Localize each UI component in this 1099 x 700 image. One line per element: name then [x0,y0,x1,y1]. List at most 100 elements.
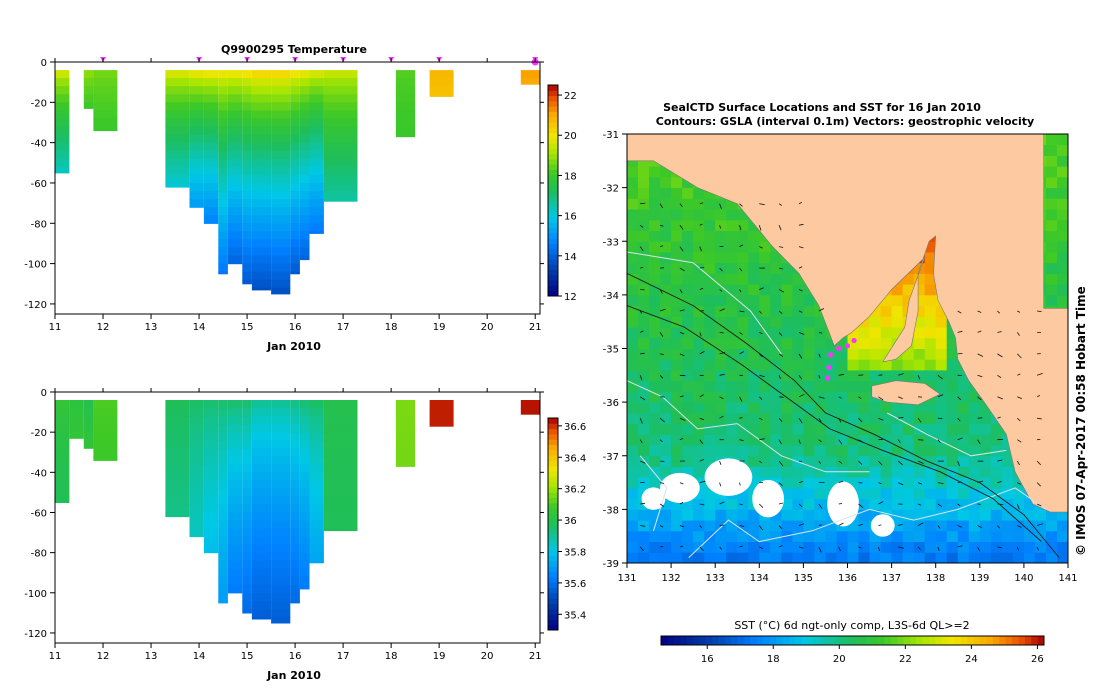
velocity-vector [818,546,822,553]
velocity-vector [1036,394,1041,398]
gsla-contour [626,251,782,355]
velocity-vector [1017,373,1021,376]
sst-cell [880,530,893,542]
colorbar-segment [548,614,558,620]
profile-cell [299,70,310,79]
colorbar-tick-label: 20 [564,131,577,142]
sst-colorbar-segment [731,636,739,645]
sst-cell [649,316,661,328]
sst-cell [979,541,992,553]
sst-cell [682,294,694,307]
profile-cell [218,110,228,120]
sst-cell [825,369,837,382]
velocity-vector [699,202,704,205]
sst-cell [858,391,870,403]
profile-cell [242,432,252,441]
sst-cell [792,380,804,392]
sst-cell [979,423,992,435]
profile-cell [227,560,243,570]
velocity-vector [997,503,1004,505]
sst-cell [627,294,639,307]
sst-cell [781,337,793,349]
sst-cell [649,466,661,478]
sst-cell [682,391,694,403]
profile-cell [323,440,358,449]
profile-cell [218,440,228,449]
velocity-vector [739,439,744,441]
sst-colorbar-segment [922,636,930,645]
sst-cell [825,477,837,489]
profile-cell [69,424,84,433]
sst-cell [990,498,1003,510]
profile-cell [271,150,291,160]
sst-cell [825,455,837,467]
profile-cell [309,223,324,232]
x-tick-label: 11 [49,322,62,333]
velocity-vector [858,417,863,423]
velocity-vector [739,525,745,527]
sst-cell [1046,520,1058,532]
sst-cell [1057,294,1069,307]
velocity-vector [659,417,665,423]
sst-cell [968,520,981,532]
sst-cell [990,530,1003,542]
profile-cell [242,528,252,538]
sst-cell [880,466,893,478]
colorbar-segment [548,248,558,255]
sst-cell [836,455,848,467]
colorbar-segment [548,513,558,520]
profile-cell [242,416,252,425]
profile-cell [203,408,219,417]
sst-cell [638,445,650,457]
sst-cell [803,337,815,349]
profile-cell [323,86,358,95]
velocity-vector [639,418,643,424]
sst-cell [638,294,650,307]
profile-cell [242,247,252,257]
profile-cell [242,440,252,449]
profile-cell [251,174,272,184]
gsla-contour [886,412,1007,457]
sst-cell [1034,552,1047,564]
velocity-vector [659,375,664,379]
profile-cell [189,440,204,449]
profile-cell [165,134,190,144]
sst-cell [726,273,738,285]
sst-cell [858,477,870,489]
sst-colorbar-segment [712,636,719,645]
colorbar-segment [548,561,558,567]
profile-cell [203,528,219,538]
sst-cell [869,337,881,349]
colorbar-segment [548,508,558,514]
profile-cell [395,424,416,433]
sst-cell [638,187,650,199]
sst-cell [924,541,937,553]
profile-cell [251,150,272,160]
profile-cell [218,183,228,192]
velocity-vector [679,417,686,421]
sst-cell [726,520,738,532]
profile-cell [299,199,310,208]
profile-cell [271,94,291,103]
sst-cell [737,262,749,274]
profile-16 [429,70,454,97]
sst-cell [979,487,992,500]
colorbar-segment [548,486,558,493]
sst-cell [968,487,981,500]
profile-cell [218,568,228,578]
profile-cell [395,94,416,103]
sst-cell [715,219,727,231]
x-tick-label: 19 [433,651,446,662]
profile-cell [251,207,272,216]
sst-colorbar-segment [814,636,822,645]
velocity-vector [699,246,702,252]
sst-colorbar-segment [667,636,675,645]
sst-cell [671,466,683,478]
velocity-vector [977,546,981,552]
sst-cell [913,348,926,360]
velocity-vector [957,353,963,355]
gsla-contour [688,487,1047,558]
sst-cell [990,423,1003,435]
sst-cell [737,423,749,435]
sst-cell [737,509,749,521]
